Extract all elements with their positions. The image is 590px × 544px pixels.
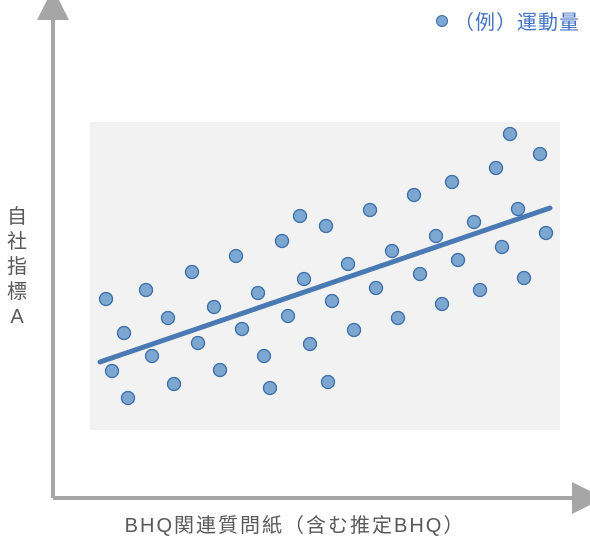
data-point	[162, 312, 175, 325]
data-point	[342, 258, 355, 271]
data-point	[258, 350, 271, 363]
data-point	[408, 189, 421, 202]
data-point	[230, 250, 243, 263]
data-point	[518, 272, 531, 285]
data-point	[214, 364, 227, 377]
data-point	[504, 128, 517, 141]
data-point	[122, 392, 135, 405]
data-point	[252, 287, 265, 300]
data-point	[282, 310, 295, 323]
data-point	[452, 254, 465, 267]
data-point	[322, 376, 335, 389]
data-point	[100, 293, 113, 306]
data-point	[140, 284, 153, 297]
chart-svg	[0, 0, 590, 544]
data-point	[294, 210, 307, 223]
data-point	[236, 323, 249, 336]
data-point	[264, 382, 277, 395]
legend-label: （例）運動量	[454, 6, 580, 35]
data-point	[370, 282, 383, 295]
data-point	[106, 365, 119, 378]
legend: （例）運動量	[436, 6, 580, 35]
data-point	[326, 295, 339, 308]
data-point	[320, 220, 333, 233]
data-point	[168, 378, 181, 391]
data-point	[496, 241, 509, 254]
data-point	[208, 301, 221, 314]
data-point	[118, 327, 131, 340]
data-point	[364, 204, 377, 217]
data-point	[192, 337, 205, 350]
data-point	[534, 148, 547, 161]
data-point	[276, 235, 289, 248]
data-point	[446, 176, 459, 189]
data-point	[386, 245, 399, 258]
data-point	[146, 350, 159, 363]
data-point	[298, 273, 311, 286]
data-point	[348, 324, 361, 337]
data-point	[414, 268, 427, 281]
scatter-chart: （例）運動量 自社指標A BHQ関連質問紙（含む推定BHQ）	[0, 0, 590, 544]
data-point	[304, 338, 317, 351]
data-point	[436, 298, 449, 311]
data-point	[540, 227, 553, 240]
data-point	[468, 216, 481, 229]
legend-marker-icon	[436, 15, 448, 27]
data-point	[512, 203, 525, 216]
data-point	[392, 312, 405, 325]
data-point	[474, 284, 487, 297]
x-axis-label: BHQ関連質問紙（含む推定BHQ）	[0, 509, 590, 538]
data-point	[430, 230, 443, 243]
y-axis-label: 自社指標A	[6, 205, 28, 330]
data-point	[490, 162, 503, 175]
data-point	[186, 266, 199, 279]
